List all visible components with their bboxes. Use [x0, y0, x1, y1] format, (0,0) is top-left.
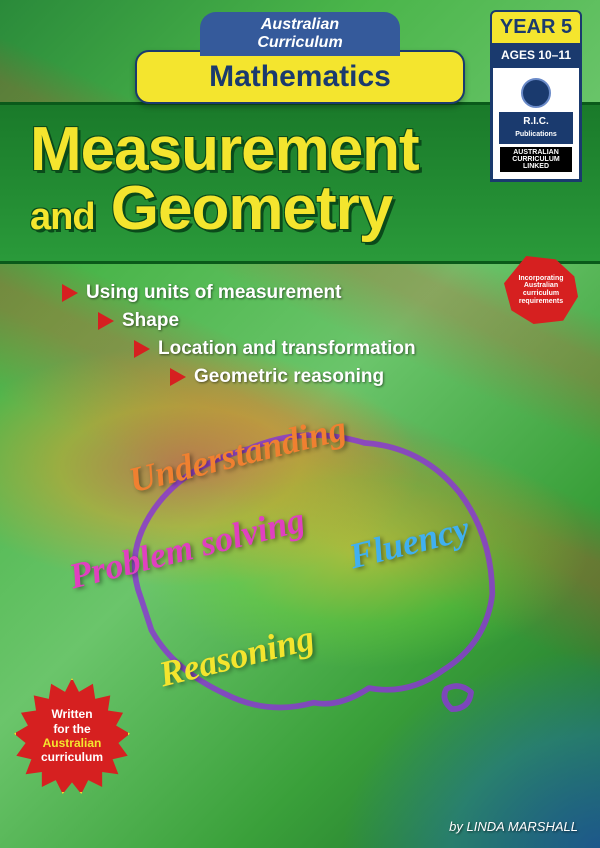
title-and: and — [30, 196, 95, 238]
sb-line2: for the — [53, 722, 90, 736]
arrow-icon — [98, 312, 114, 330]
arrow-icon — [62, 284, 78, 302]
ages-label: AGES 10–11 — [490, 45, 582, 65]
curriculum-link-badge: AUSTRALIAN CURRICULUM LINKED — [499, 146, 573, 173]
publisher-bottom: Publications — [515, 131, 557, 138]
bullet-item: Shape — [98, 310, 416, 332]
written-for-badge: Written for the Australian curriculum — [14, 678, 130, 794]
curriculum-banner: Australian Curriculum — [200, 12, 400, 56]
subject-banner: Mathematics — [135, 50, 465, 104]
year-label: YEAR 5 — [490, 10, 582, 45]
publisher-name: R.I.C. Publications — [499, 112, 573, 144]
australia-map-icon: Incorporating Australian curriculum requ… — [504, 256, 578, 324]
header-badge: Australian Curriculum Mathematics — [135, 12, 465, 104]
starburst-text: Written for the Australian curriculum — [41, 707, 103, 765]
bullet-text: Geometric reasoning — [194, 366, 384, 388]
book-title: Measurement and Geometry — [30, 121, 570, 239]
bullet-text: Shape — [122, 310, 179, 332]
title-line2: Geometry — [111, 174, 392, 243]
arrow-icon — [170, 368, 186, 386]
publisher-top: R.I.C. — [523, 116, 549, 127]
bullet-item: Using units of measurement — [62, 282, 416, 304]
sb-line1: Written — [51, 707, 92, 721]
bullet-item: Geometric reasoning — [170, 366, 416, 388]
bullet-item: Location and transformation — [134, 338, 416, 360]
arrow-icon — [134, 340, 150, 358]
publisher-icon — [521, 78, 551, 108]
sb-line4: curriculum — [41, 750, 103, 764]
topic-bullets: Using units of measurement Shape Locatio… — [62, 282, 416, 394]
requirements-badge: Incorporating Australian curriculum requ… — [504, 256, 578, 324]
sb-line3: Australian — [43, 736, 102, 750]
author-credit: by LINDA MARSHALL — [449, 819, 578, 834]
publisher-logo: R.I.C. Publications AUSTRALIAN CURRICULU… — [490, 65, 582, 182]
bullet-text: Using units of measurement — [86, 282, 342, 304]
bullet-text: Location and transformation — [158, 338, 416, 360]
year-info-box: YEAR 5 AGES 10–11 R.I.C. Publications AU… — [490, 10, 582, 182]
